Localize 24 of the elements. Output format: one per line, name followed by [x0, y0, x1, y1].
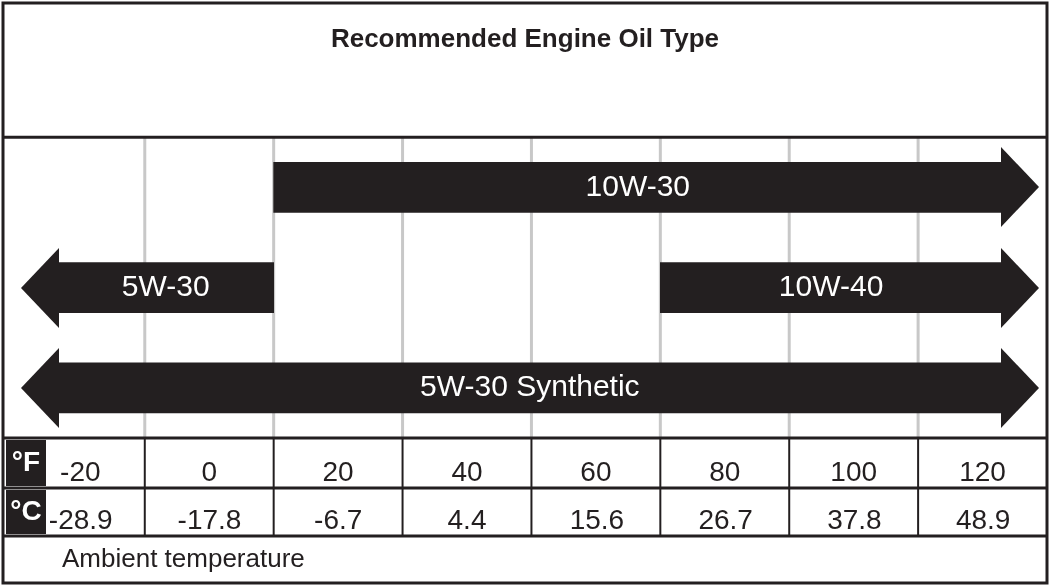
series-label: 5W-30	[121, 268, 210, 302]
x-tick-label: 40	[451, 455, 483, 487]
x-tick-label: 100	[830, 455, 878, 487]
x-tick-label: 0	[201, 455, 218, 487]
x2-tick-label: 4.4	[447, 503, 487, 535]
x2-tick-label: 26.7	[698, 503, 753, 535]
x2-tick-label: 37.8	[827, 503, 882, 535]
x2-tick-label: -6.7	[314, 503, 363, 535]
x2-tick-label: 48.9	[955, 503, 1011, 535]
x-tick-label: 60	[580, 455, 612, 487]
series-label: 10W-40	[778, 268, 884, 302]
text: Ambient temperature	[62, 542, 305, 573]
x-tick-label: -20	[60, 455, 101, 487]
series-label: 10W-30	[585, 168, 691, 202]
series-label: 5W-30 Synthetic	[420, 369, 640, 403]
x-tick-label: 80	[709, 455, 741, 487]
x-axis-title: °F	[11, 445, 41, 477]
x2-tick-label: -28.9	[48, 503, 113, 535]
x2-tick-label: 15.6	[569, 503, 625, 535]
x2-axis-title: °C	[10, 494, 42, 526]
x-tick-label: 20	[322, 455, 354, 487]
x2-tick-label: -17.8	[177, 503, 242, 535]
chart-title: Recommended Engine Oil Type	[330, 22, 720, 53]
x-tick-label: 120	[959, 455, 1006, 487]
